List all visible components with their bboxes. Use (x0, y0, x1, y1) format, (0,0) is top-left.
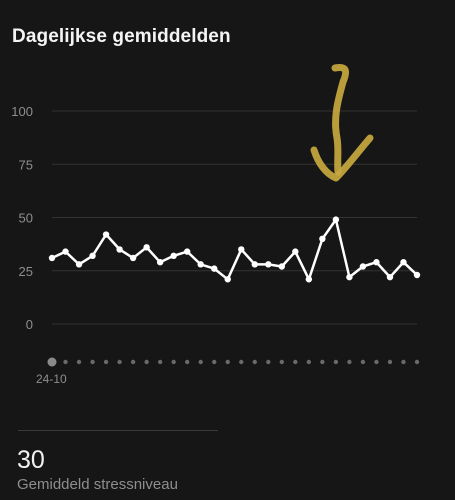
data-point (143, 244, 150, 251)
x-axis-dot (333, 359, 339, 365)
data-point (170, 252, 177, 260)
x-axis-dot (387, 359, 393, 365)
data-point (197, 261, 204, 268)
x-axis-dot-selected (47, 357, 57, 367)
data-point (332, 216, 340, 223)
x-axis-dot (90, 359, 95, 365)
data-point (224, 276, 231, 283)
x-axis-dot (117, 359, 122, 365)
x-axis-dot (293, 359, 298, 365)
x-axis-dot (171, 359, 176, 365)
x-axis-dot (252, 359, 257, 365)
data-point (265, 261, 272, 268)
x-axis-dot (320, 359, 325, 365)
y-tick-label: 25 (19, 264, 33, 279)
y-tick-label: 75 (19, 157, 33, 172)
data-point (89, 252, 96, 260)
data-point (373, 259, 380, 266)
data-point (62, 248, 69, 255)
y-tick-label: 0 (26, 317, 33, 332)
x-axis-dot (225, 359, 230, 365)
average-stress-value: 30 (17, 446, 45, 474)
data-point (359, 263, 367, 270)
x-tick-label: 24-10 (36, 372, 67, 386)
x-axis-dot (63, 359, 68, 365)
summary-divider (18, 430, 218, 431)
data-point (183, 248, 191, 255)
x-axis-dot (401, 359, 406, 365)
data-point (292, 248, 299, 255)
x-axis-dot (198, 359, 203, 365)
data-point (75, 261, 83, 268)
x-axis-dot (144, 359, 149, 365)
data-point (400, 259, 407, 266)
series-line (50, 218, 419, 281)
y-tick-label: 100 (11, 104, 33, 119)
page-title: Dagelijkse gemiddelden (12, 26, 231, 47)
x-axis-dot (414, 359, 420, 365)
highlight-arrow-head (310, 134, 374, 182)
data-point (278, 263, 286, 270)
data-point (346, 273, 353, 281)
x-axis-dot (360, 359, 366, 365)
x-axis-dot (184, 359, 190, 365)
x-axis-dot (239, 359, 244, 365)
data-point (116, 246, 123, 253)
data-point (238, 246, 245, 253)
x-axis-dot (279, 359, 285, 365)
data-point (102, 231, 110, 238)
y-tick-label: 50 (19, 211, 33, 226)
highlight-arrow-shaft (331, 64, 350, 176)
x-axis-dot (157, 359, 163, 365)
x-axis-dot (212, 359, 217, 365)
data-point (211, 265, 218, 272)
data-point (156, 259, 164, 266)
average-stress-label: Gemiddeld stressniveau (17, 476, 178, 493)
x-axis-dot (306, 359, 312, 365)
x-axis-dot (103, 359, 109, 365)
data-point (48, 254, 56, 262)
data-point (251, 261, 258, 268)
data-point (305, 276, 313, 283)
x-axis-dot (374, 359, 379, 365)
x-axis-dot (76, 359, 82, 365)
x-axis-dot (347, 359, 352, 365)
stress-line-chart[interactable]: 0 25 50 75 100 24-10 (0, 0, 455, 430)
data-point (413, 271, 421, 279)
data-point (319, 235, 326, 242)
x-axis-dot (266, 359, 271, 365)
data-point (129, 254, 137, 262)
data-point (386, 273, 394, 281)
x-axis-dot (130, 359, 136, 365)
